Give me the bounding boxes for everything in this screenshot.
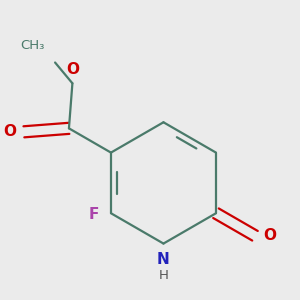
Text: H: H — [158, 268, 168, 281]
Text: F: F — [88, 208, 99, 223]
Text: CH₃: CH₃ — [20, 39, 45, 52]
Text: N: N — [157, 252, 170, 267]
Text: O: O — [66, 62, 79, 77]
Text: O: O — [3, 124, 16, 139]
Text: O: O — [264, 228, 277, 243]
